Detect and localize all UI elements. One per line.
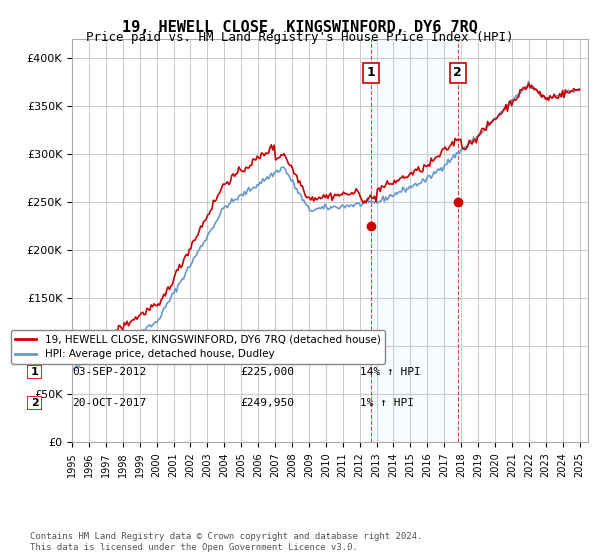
Legend: 19, HEWELL CLOSE, KINGSWINFORD, DY6 7RQ (detached house), HPI: Average price, de: 19, HEWELL CLOSE, KINGSWINFORD, DY6 7RQ … — [11, 330, 385, 363]
Text: £249,950: £249,950 — [240, 398, 294, 408]
Text: £225,000: £225,000 — [240, 367, 294, 377]
Text: 19, HEWELL CLOSE, KINGSWINFORD, DY6 7RQ: 19, HEWELL CLOSE, KINGSWINFORD, DY6 7RQ — [122, 20, 478, 35]
Text: Price paid vs. HM Land Registry's House Price Index (HPI): Price paid vs. HM Land Registry's House … — [86, 31, 514, 44]
Text: 20-OCT-2017: 20-OCT-2017 — [72, 398, 146, 408]
FancyBboxPatch shape — [27, 396, 42, 410]
Text: 03-SEP-2012: 03-SEP-2012 — [72, 367, 146, 377]
Text: 14% ↑ HPI: 14% ↑ HPI — [360, 367, 421, 377]
FancyBboxPatch shape — [27, 365, 42, 379]
Text: Contains HM Land Registry data © Crown copyright and database right 2024.
This d: Contains HM Land Registry data © Crown c… — [30, 532, 422, 552]
Text: 1: 1 — [31, 367, 38, 377]
Text: 2: 2 — [454, 66, 462, 80]
Bar — [371, 39, 458, 442]
Text: 2: 2 — [31, 398, 38, 408]
Text: 1% ↑ HPI: 1% ↑ HPI — [360, 398, 414, 408]
Text: 1: 1 — [367, 66, 376, 80]
